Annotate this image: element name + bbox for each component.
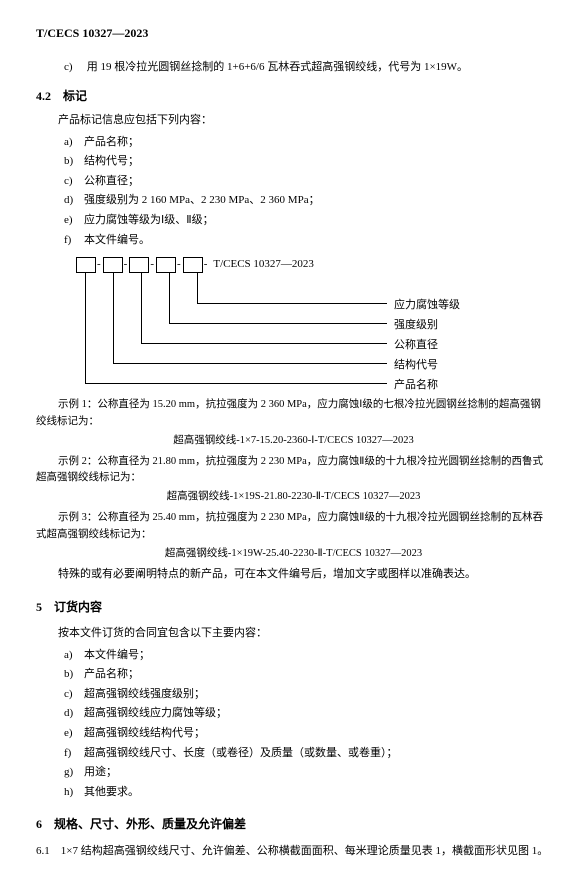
label-3: 公称直径: [394, 337, 438, 355]
box-2: [103, 257, 123, 273]
special-note: 特殊的或有必要阐明特点的新产品，可在本文件编号后，增加文字或图样以准确表达。: [36, 566, 551, 584]
dash-2: -: [122, 257, 130, 271]
vline-5: [197, 273, 198, 303]
label-5: 产品名称: [394, 377, 438, 395]
hline-3: [141, 343, 387, 344]
dash-5: -: [202, 257, 210, 271]
p42-a: a)产品名称；: [36, 134, 551, 152]
p5-a: a)本文件编号；: [36, 647, 551, 665]
dash-4: -: [175, 257, 183, 271]
box-4: [156, 257, 176, 273]
example-1: 示例 1：公称直径为 15.20 mm，抗拉强度为 2 360 MPa，应力腐蚀…: [36, 397, 551, 431]
example-1-code: 超高强钢绞线-1×7-15.20-2360-Ⅰ-T/CECS 10327—202…: [36, 433, 551, 450]
vline-2: [113, 273, 114, 363]
p5-e: e)超高强钢绞线结构代号；: [36, 725, 551, 743]
label-4: 结构代号: [394, 357, 438, 375]
marking-diagram: - - - - - T/CECS 10327—2023 应力腐蚀等级 强度级别 …: [76, 257, 551, 387]
hline-1: [197, 303, 387, 304]
p5-c: c)超高强钢绞线强度级别；: [36, 686, 551, 704]
diagram-suffix: T/CECS 10327—2023: [209, 257, 314, 271]
example-3: 示例 3：公称直径为 25.40 mm，抗拉强度为 2 230 MPa，应力腐蚀…: [36, 510, 551, 544]
p42-intro: 产品标记信息应包括下列内容：: [36, 112, 551, 130]
p5-intro: 按本文件订货的合同宜包含以下主要内容：: [36, 625, 551, 643]
p42-d: d)强度级别为 2 160 MPa、2 230 MPa、2 360 MPa；: [36, 192, 551, 210]
example-3-code: 超高强钢绞线-1×19W-25.40-2230-Ⅱ-T/CECS 10327—2…: [36, 546, 551, 563]
box-1: [76, 257, 96, 273]
vline-1: [85, 273, 86, 383]
p42-b: b)结构代号；: [36, 153, 551, 171]
label-1: 应力腐蚀等级: [394, 297, 460, 315]
box-3: [129, 257, 149, 273]
p5-g: g)用途；: [36, 764, 551, 782]
label-2: 强度级别: [394, 317, 438, 335]
vline-3: [141, 273, 142, 343]
p5-b: b)产品名称；: [36, 666, 551, 684]
doc-header: T/CECS 10327—2023: [36, 24, 551, 43]
p42-f: f)本文件编号。: [36, 232, 551, 250]
box-5: [183, 257, 203, 273]
hline-5: [85, 383, 387, 384]
p6-1: 6.1 1×7 结构超高强钢绞线尺寸、允许偏差、公称横截面面积、每米理论质量见表…: [36, 843, 551, 861]
dash-1: -: [95, 257, 103, 271]
sec-4-2-title: 4.2 标记: [36, 87, 551, 106]
hline-4: [113, 363, 387, 364]
sec-6-title: 6 规格、尺寸、外形、质量及允许偏差: [36, 815, 551, 834]
vline-4: [169, 273, 170, 323]
p5-d: d)超高强钢绞线应力腐蚀等级；: [36, 705, 551, 723]
p5-f: f)超高强钢绞线尺寸、长度（或卷径）及质量（或数量、或卷重）；: [36, 745, 551, 763]
list-prefix: c): [64, 59, 84, 77]
sec-5-title: 5 订货内容: [36, 598, 551, 617]
example-2-code: 超高强钢绞线-1×19S-21.80-2230-Ⅱ-T/CECS 10327—2…: [36, 489, 551, 506]
dash-3: -: [148, 257, 156, 271]
item-c-text: 用 19 根冷拉光圆钢丝捻制的 1+6+6/6 瓦林吞式超高强钢绞线，代号为 1…: [87, 61, 468, 73]
diagram-boxes: - - - - - T/CECS 10327—2023: [76, 257, 314, 273]
example-2: 示例 2：公称直径为 21.80 mm，抗拉强度为 2 230 MPa，应力腐蚀…: [36, 454, 551, 488]
item-c: c) 用 19 根冷拉光圆钢丝捻制的 1+6+6/6 瓦林吞式超高强钢绞线，代号…: [36, 59, 551, 77]
p42-e: e)应力腐蚀等级为Ⅰ级、Ⅱ级；: [36, 212, 551, 230]
p5-h: h)其他要求。: [36, 784, 551, 802]
p42-c: c)公称直径；: [36, 173, 551, 191]
hline-2: [169, 323, 387, 324]
